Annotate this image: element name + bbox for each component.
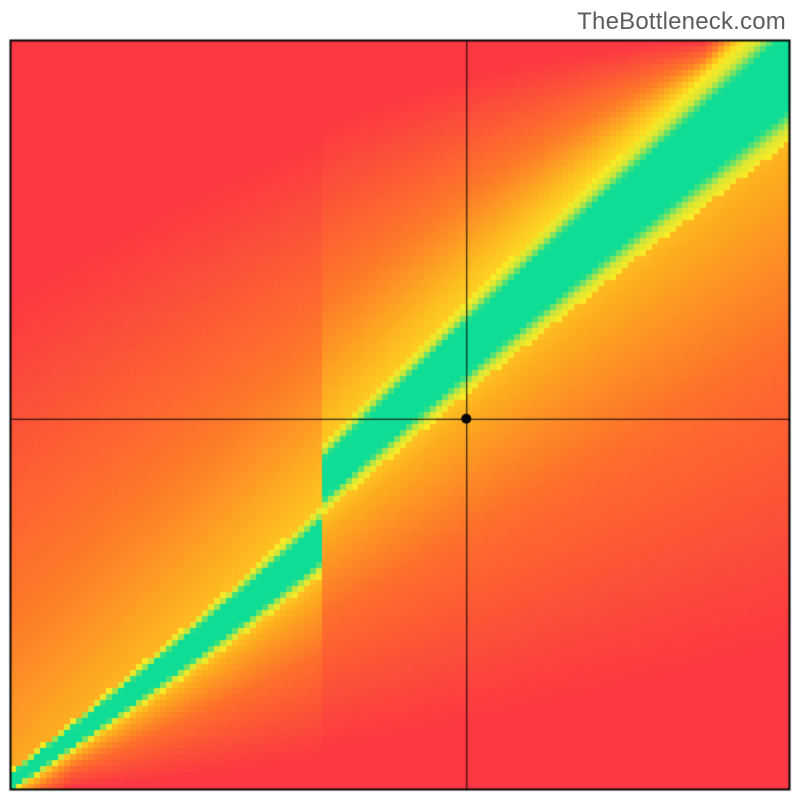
bottleneck-heatmap [0, 0, 800, 800]
watermark: TheBottleneck.com [577, 8, 786, 36]
